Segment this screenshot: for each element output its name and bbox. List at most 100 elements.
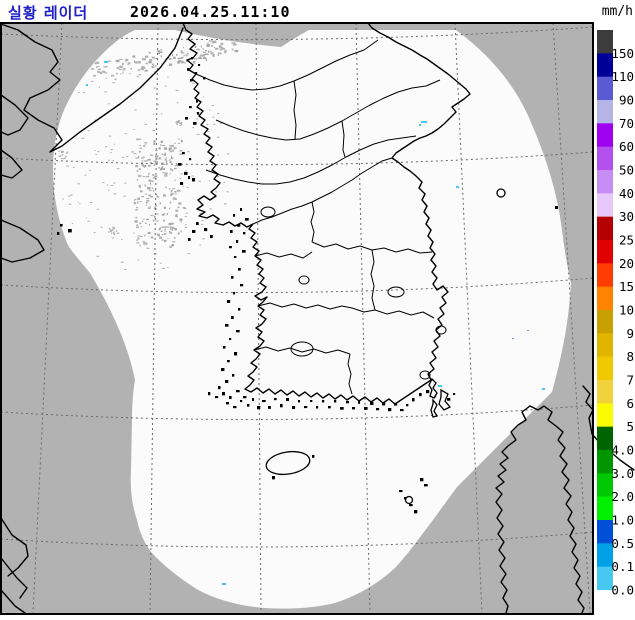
legend-label: 70 [619, 116, 634, 131]
island-speck [234, 256, 236, 258]
island-speck [225, 324, 229, 327]
island-speck [196, 100, 198, 103]
island-speck [234, 352, 237, 355]
echo-pixel [419, 124, 421, 126]
island-speck [453, 393, 455, 395]
island-speck [352, 407, 355, 409]
island-speck [229, 246, 232, 248]
island-speck [188, 238, 191, 241]
island-speck [191, 57, 193, 59]
island-speck [231, 316, 234, 319]
island-speck [227, 300, 230, 303]
island-speck [225, 380, 228, 383]
echo-pixel [438, 385, 442, 387]
legend-segment [597, 123, 613, 147]
island-speck [370, 402, 373, 405]
island-speck [346, 401, 349, 403]
legend-label: 1.0 [611, 513, 634, 528]
island-speck [221, 368, 224, 371]
island-speck [189, 158, 191, 160]
island-speck [232, 374, 234, 377]
island-speck [268, 406, 271, 409]
island-speck [424, 484, 428, 486]
island-speck [310, 400, 312, 402]
radar-viewer-window: 실황 레이더 2026.04.25.11:10 mm/h [0, 0, 635, 620]
island-speck [286, 398, 289, 401]
island-speck [298, 400, 300, 402]
island-speck [262, 400, 266, 402]
island-speck [190, 79, 193, 81]
island-speck [388, 408, 391, 411]
ulleungdo-island [497, 189, 505, 197]
dokdo-island [555, 206, 558, 209]
island-speck [243, 396, 246, 398]
island-speck [316, 406, 318, 409]
island-speck [204, 228, 207, 231]
legend-labels: 15011090706050403025201510987654.03.02.0… [611, 46, 634, 598]
island-speck [180, 182, 183, 185]
island-speck [192, 230, 195, 233]
island-speck [184, 172, 188, 175]
legend-label: 5 [626, 419, 634, 434]
island-speck [245, 218, 249, 221]
legend-segment [597, 380, 613, 404]
island-speck [358, 401, 360, 404]
island-speck [197, 112, 199, 115]
echo-pixel [512, 338, 514, 339]
island-speck [409, 504, 413, 506]
legend-label: 150 [611, 46, 634, 61]
legend-label: 0.5 [611, 536, 634, 551]
echo-pixel [456, 186, 459, 188]
island-speck [236, 330, 240, 332]
island-speck [240, 284, 243, 286]
island-speck [426, 390, 429, 393]
island-speck [57, 232, 59, 235]
island-speck [236, 240, 238, 243]
island-speck [187, 68, 189, 71]
legend-segment [597, 100, 613, 124]
island-speck [198, 64, 200, 66]
legend-label: 10 [619, 303, 634, 318]
legend-label: 7 [626, 373, 634, 388]
island-speck [226, 402, 229, 404]
legend-segment [597, 357, 613, 381]
island-speck [257, 406, 260, 409]
legend-label: 30 [619, 209, 634, 224]
island-speck [192, 178, 195, 181]
echo-pixel [86, 84, 88, 86]
legend-label: 25 [619, 233, 634, 248]
island-speck [233, 214, 235, 217]
island-speck [238, 268, 241, 271]
island-speck [399, 490, 403, 492]
island-speck [240, 208, 242, 211]
island-speck [238, 308, 240, 311]
island-speck [247, 404, 249, 407]
island-speck [382, 402, 385, 405]
island-speck [304, 406, 307, 408]
island-speck [222, 392, 225, 395]
island-speck [243, 232, 245, 234]
island-speck [420, 478, 423, 481]
legend-label: 4.0 [611, 443, 634, 458]
island-speck [229, 396, 232, 399]
island-speck [196, 222, 199, 225]
legend-label: 15 [619, 279, 634, 294]
island-speck [414, 510, 417, 513]
island-speck [394, 403, 397, 406]
legend-segment [597, 403, 613, 427]
island-speck [312, 455, 314, 458]
island-speck [242, 250, 246, 253]
island-speck [210, 235, 213, 238]
legend-segment [597, 310, 613, 334]
island-speck [233, 292, 235, 294]
echo-pixel [421, 121, 427, 123]
island-speck [272, 476, 275, 479]
legend-label: 9 [626, 326, 634, 341]
legend-segment [597, 217, 613, 241]
legend-segment [597, 263, 613, 287]
echo-pixel [542, 388, 545, 390]
island-speck [400, 409, 404, 411]
island-speck [340, 407, 344, 410]
legend-label: 110 [611, 69, 634, 84]
island-speck [322, 400, 324, 402]
